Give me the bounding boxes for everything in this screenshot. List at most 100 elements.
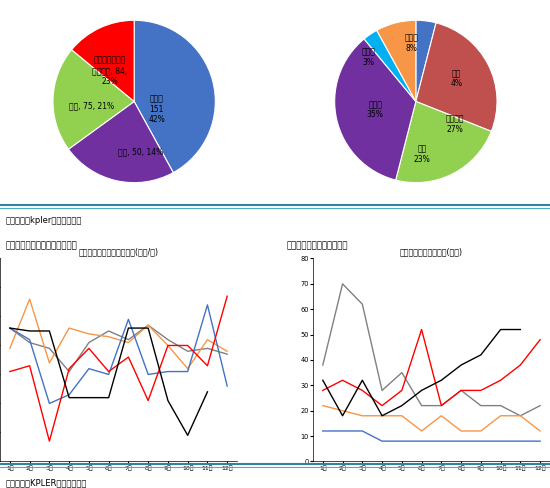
2020年 bbox=[7, 325, 13, 331]
2023年 bbox=[106, 368, 112, 374]
Text: 地中海
3%: 地中海 3% bbox=[362, 47, 376, 66]
2022年 bbox=[339, 428, 346, 434]
Wedge shape bbox=[335, 39, 416, 180]
2021年 bbox=[477, 428, 484, 434]
2023年 bbox=[438, 403, 444, 408]
2024年 bbox=[339, 413, 346, 419]
Line: 2021年: 2021年 bbox=[10, 299, 227, 368]
2024年 bbox=[497, 326, 504, 332]
2021年 bbox=[359, 413, 366, 419]
2022年 bbox=[320, 428, 326, 434]
2020年 bbox=[458, 387, 464, 393]
2020年 bbox=[537, 403, 543, 408]
2020年 bbox=[477, 403, 484, 408]
2022年 bbox=[379, 438, 386, 444]
2022年 bbox=[66, 392, 73, 398]
2024年 bbox=[320, 377, 326, 383]
Line: 2024年: 2024年 bbox=[10, 328, 207, 435]
Text: 资料来源：KPLER、新湖研究所: 资料来源：KPLER、新湖研究所 bbox=[6, 478, 87, 487]
2021年 bbox=[145, 322, 151, 328]
2024年 bbox=[164, 398, 171, 404]
Wedge shape bbox=[134, 20, 215, 173]
2023年 bbox=[458, 387, 464, 393]
Text: 非洲
23%: 非洲 23% bbox=[414, 144, 431, 164]
Line: 2021年: 2021年 bbox=[323, 406, 540, 431]
2021年 bbox=[7, 346, 13, 351]
2023年 bbox=[184, 343, 191, 348]
2023年 bbox=[7, 368, 13, 374]
Wedge shape bbox=[395, 102, 491, 183]
2022年 bbox=[46, 401, 53, 407]
Text: 美国, 75, 21%: 美国, 75, 21% bbox=[69, 101, 114, 110]
2020年 bbox=[106, 328, 112, 334]
2021年 bbox=[320, 403, 326, 408]
Wedge shape bbox=[72, 20, 134, 102]
2024年 bbox=[86, 395, 92, 401]
2023年 bbox=[477, 387, 484, 393]
2023年 bbox=[145, 398, 151, 404]
2024年 bbox=[359, 377, 366, 383]
2023年 bbox=[320, 387, 326, 393]
2023年 bbox=[379, 403, 386, 408]
2021年 bbox=[379, 413, 386, 419]
Line: 2022年: 2022年 bbox=[10, 305, 227, 404]
Wedge shape bbox=[53, 50, 134, 149]
2024年 bbox=[66, 395, 73, 401]
Wedge shape bbox=[377, 20, 416, 102]
2020年 bbox=[204, 346, 211, 351]
Line: 2023年: 2023年 bbox=[10, 296, 227, 441]
2020年 bbox=[497, 403, 504, 408]
2021年 bbox=[46, 360, 53, 366]
2022年 bbox=[145, 371, 151, 377]
2021年 bbox=[399, 413, 405, 419]
Text: 日本、韩国、台
湾、香港, 84,
23%: 日本、韩国、台 湾、香港, 84, 23% bbox=[92, 56, 128, 85]
2024年 bbox=[26, 328, 33, 334]
2020年 bbox=[438, 403, 444, 408]
Text: 中东
4%: 中东 4% bbox=[450, 69, 463, 88]
2023年 bbox=[164, 343, 171, 348]
2022年 bbox=[224, 383, 230, 389]
Line: 2023年: 2023年 bbox=[323, 329, 540, 406]
2021年 bbox=[204, 337, 211, 343]
2020年 bbox=[359, 301, 366, 307]
2020年 bbox=[145, 322, 151, 328]
2023年 bbox=[517, 362, 524, 368]
2023年 bbox=[125, 354, 131, 360]
2021年 bbox=[66, 325, 73, 331]
2024年 bbox=[204, 389, 211, 395]
2024年 bbox=[7, 325, 13, 331]
2021年 bbox=[419, 428, 425, 434]
2022年 bbox=[7, 325, 13, 331]
2024年 bbox=[379, 413, 386, 419]
Text: 图：中东低硫燃料油出口量: 图：中东低硫燃料油出口量 bbox=[287, 241, 349, 250]
2021年 bbox=[106, 334, 112, 340]
Title: 中东低硫燃料油出口量(万吨): 中东低硫燃料油出口量(万吨) bbox=[400, 247, 463, 256]
Text: 俄罗斯
8%: 俄罗斯 8% bbox=[405, 33, 419, 53]
2022年 bbox=[419, 438, 425, 444]
2020年 bbox=[379, 387, 386, 393]
2020年 bbox=[339, 281, 346, 287]
2022年 bbox=[517, 438, 524, 444]
2020年 bbox=[66, 368, 73, 374]
2020年 bbox=[26, 340, 33, 346]
2021年 bbox=[224, 348, 230, 354]
2021年 bbox=[184, 366, 191, 371]
Wedge shape bbox=[364, 30, 416, 102]
2020年 bbox=[125, 337, 131, 343]
2022年 bbox=[477, 438, 484, 444]
2021年 bbox=[164, 343, 171, 348]
2024年 bbox=[438, 377, 444, 383]
Text: 东南亚
151
42%: 东南亚 151 42% bbox=[148, 95, 165, 124]
2023年 bbox=[66, 366, 73, 371]
2023年 bbox=[399, 387, 405, 393]
2020年 bbox=[224, 351, 230, 357]
2022年 bbox=[359, 428, 366, 434]
2022年 bbox=[86, 366, 92, 371]
2020年 bbox=[184, 348, 191, 354]
Text: 图：西北欧低硫燃料油净出口量: 图：西北欧低硫燃料油净出口量 bbox=[6, 241, 77, 250]
2020年 bbox=[46, 346, 53, 351]
2020年 bbox=[320, 362, 326, 368]
Text: 资料来源：kpler、新湖研究所: 资料来源：kpler、新湖研究所 bbox=[6, 216, 82, 224]
2021年 bbox=[86, 331, 92, 337]
2023年 bbox=[224, 293, 230, 299]
